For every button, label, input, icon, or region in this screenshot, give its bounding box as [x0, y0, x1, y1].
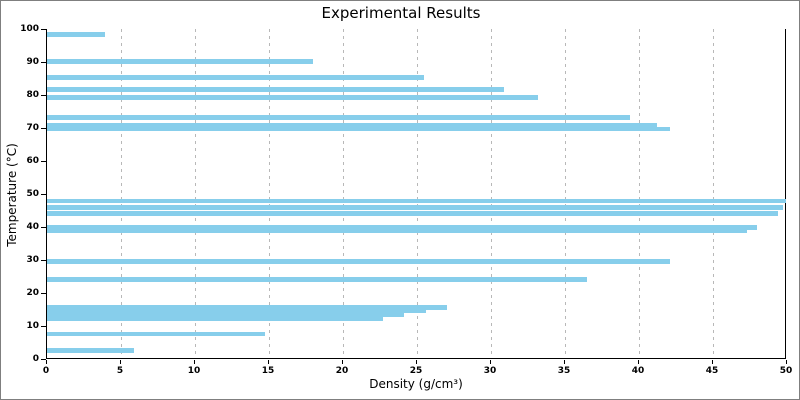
y-tick-mark-60 [41, 161, 46, 162]
gridline-x-10 [195, 29, 196, 358]
gridline-x-30 [491, 29, 492, 358]
y-tick-mark-40 [41, 227, 46, 228]
y-tick-label-10: 10 [26, 321, 39, 331]
bar-temp-45.8 [47, 205, 783, 211]
y-tick-mark-90 [41, 62, 46, 63]
bar-temp-12.1 [47, 316, 383, 322]
x-tick-mark-10 [194, 360, 195, 364]
x-tick-mark-5 [120, 360, 121, 364]
x-tick-mark-50 [786, 360, 787, 364]
y-tick-label-100: 100 [20, 24, 39, 34]
y-tick-mark-100 [41, 29, 46, 30]
gridline-x-5 [121, 29, 122, 358]
y-tick-label-40: 40 [26, 222, 39, 232]
bar-temp-90.2 [47, 58, 314, 64]
chart-title: Experimental Results [321, 4, 481, 22]
bar-temp-79.3 [47, 94, 539, 100]
x-tick-label-0: 0 [42, 366, 50, 376]
bar-temp-81.7 [47, 86, 505, 92]
x-tick-label-20: 20 [335, 366, 349, 376]
x-axis-label: Density (g/cm³) [369, 377, 463, 391]
bar-temp-70.8 [47, 122, 657, 128]
x-tick-mark-30 [490, 360, 491, 364]
gridline-x-45 [713, 29, 714, 358]
gridline-x-20 [343, 29, 344, 358]
bar-temp-39.8 [47, 225, 758, 231]
bar-temp-29.6 [47, 258, 671, 264]
y-tick-mark-20 [41, 293, 46, 294]
x-tick-mark-20 [342, 360, 343, 364]
y-tick-label-70: 70 [26, 123, 39, 133]
x-tick-mark-25 [416, 360, 417, 364]
x-tick-label-10: 10 [187, 366, 201, 376]
y-tick-mark-30 [41, 260, 46, 261]
gridline-x-35 [565, 29, 566, 358]
x-tick-label-40: 40 [631, 366, 645, 376]
bar-temp-13.5 [47, 312, 404, 317]
gridline-x-15 [269, 29, 270, 358]
x-tick-label-50: 50 [779, 366, 793, 376]
x-tick-mark-35 [564, 360, 565, 364]
y-tick-mark-50 [41, 194, 46, 195]
bar-temp-15.7 [47, 304, 447, 310]
bar-temp-98.3 [47, 32, 105, 37]
bar-temp-7.6 [47, 331, 265, 337]
y-tick-label-0: 0 [32, 354, 39, 364]
y-axis-label: Temperature (°C) [5, 143, 19, 247]
bar-temp-85.2 [47, 75, 425, 81]
y-tick-label-80: 80 [26, 90, 39, 100]
plot-area [46, 29, 786, 359]
y-tick-label-30: 30 [26, 255, 39, 265]
y-tick-mark-10 [41, 326, 46, 327]
y-tick-label-90: 90 [26, 57, 39, 67]
bar-temp-24 [47, 277, 588, 283]
x-tick-label-15: 15 [261, 366, 275, 376]
y-tick-mark-80 [41, 95, 46, 96]
x-tick-label-5: 5 [116, 366, 124, 376]
bar-temp-38.8 [47, 228, 748, 234]
x-tick-mark-45 [712, 360, 713, 364]
bar-temp-44 [47, 211, 779, 217]
gridline-x-40 [639, 29, 640, 358]
y-tick-label-50: 50 [26, 189, 39, 199]
bar-temp-47.9 [47, 198, 786, 204]
y-tick-mark-0 [41, 359, 46, 360]
x-tick-mark-40 [638, 360, 639, 364]
bar-temp-2.6 [47, 348, 135, 353]
x-tick-mark-0 [46, 360, 47, 364]
x-tick-label-45: 45 [705, 366, 719, 376]
x-tick-label-25: 25 [409, 366, 423, 376]
x-tick-mark-15 [268, 360, 269, 364]
bar-temp-73.1 [47, 115, 631, 121]
y-tick-label-20: 20 [26, 288, 39, 298]
x-tick-label-35: 35 [557, 366, 571, 376]
y-tick-mark-70 [41, 128, 46, 129]
bar-temp-69.7 [47, 126, 671, 132]
x-tick-label-30: 30 [483, 366, 497, 376]
gridline-x-25 [417, 29, 418, 358]
bar-temp-14.6 [47, 308, 426, 314]
y-tick-label-60: 60 [26, 156, 39, 166]
